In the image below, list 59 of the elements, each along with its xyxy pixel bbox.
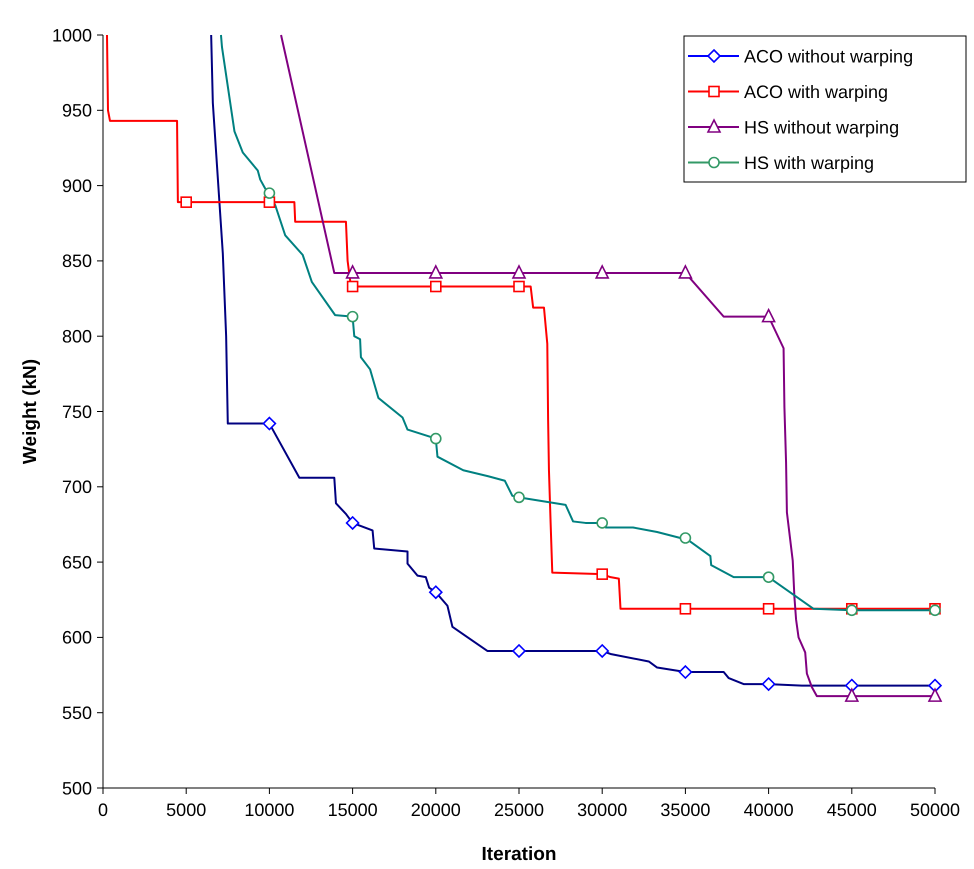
x-tick-label: 25000 <box>494 800 544 820</box>
point <box>429 585 443 600</box>
x-tick-label: 15000 <box>328 800 378 820</box>
point <box>513 280 525 292</box>
point <box>346 310 358 322</box>
point <box>678 265 692 279</box>
x-tick-label: 30000 <box>577 800 628 820</box>
x-tick-label: 35000 <box>660 800 710 820</box>
y-tick-label: 650 <box>62 552 92 572</box>
legend-label: ACO with warping <box>744 82 888 102</box>
x-tick-label: 5000 <box>166 800 206 820</box>
y-tick-label: 700 <box>62 477 92 498</box>
point <box>595 265 609 279</box>
y-tick-label: 800 <box>62 326 92 346</box>
point <box>762 677 776 691</box>
legend-label: HS with warping <box>744 152 874 173</box>
point <box>346 265 360 279</box>
point <box>180 196 192 208</box>
x-tick-label: 20000 <box>410 800 461 820</box>
point <box>596 517 608 529</box>
point <box>346 516 360 530</box>
point <box>678 665 692 679</box>
point <box>680 532 692 544</box>
point <box>430 280 442 292</box>
x-axis-title: Iteration <box>482 844 556 865</box>
y-tick-label: 900 <box>62 176 92 196</box>
y-tick-label: 850 <box>62 251 92 272</box>
y-tick-label: 550 <box>62 703 92 723</box>
y-tick-label: 950 <box>62 100 92 121</box>
y-tick-label: 1000 <box>52 25 92 46</box>
point <box>762 602 774 615</box>
y-axis-title: Weight (kN) <box>20 358 41 464</box>
point <box>264 187 276 199</box>
point <box>513 492 525 504</box>
point <box>928 688 942 702</box>
x-tick-label: 40000 <box>744 800 794 820</box>
point <box>512 644 526 658</box>
point <box>346 280 358 292</box>
y-tick-label: 500 <box>62 778 92 798</box>
point <box>512 265 526 279</box>
point <box>762 308 776 322</box>
x-tick-label: 50000 <box>910 800 960 820</box>
point <box>262 416 276 430</box>
point <box>596 568 608 580</box>
x-tick-label: 45000 <box>826 800 877 820</box>
point <box>845 678 859 692</box>
point <box>595 644 609 658</box>
point <box>429 265 443 279</box>
x-tick-label: 0 <box>98 800 108 820</box>
legend-label: HS without warping <box>744 117 900 138</box>
y-tick-label: 750 <box>62 402 92 422</box>
legend-label: ACO without warping <box>744 46 914 66</box>
point <box>762 571 774 583</box>
point <box>680 602 692 615</box>
x-tick-label: 10000 <box>244 800 294 820</box>
y-tick-label: 600 <box>62 628 92 648</box>
point <box>928 678 942 692</box>
point <box>430 432 442 444</box>
point <box>845 688 859 702</box>
